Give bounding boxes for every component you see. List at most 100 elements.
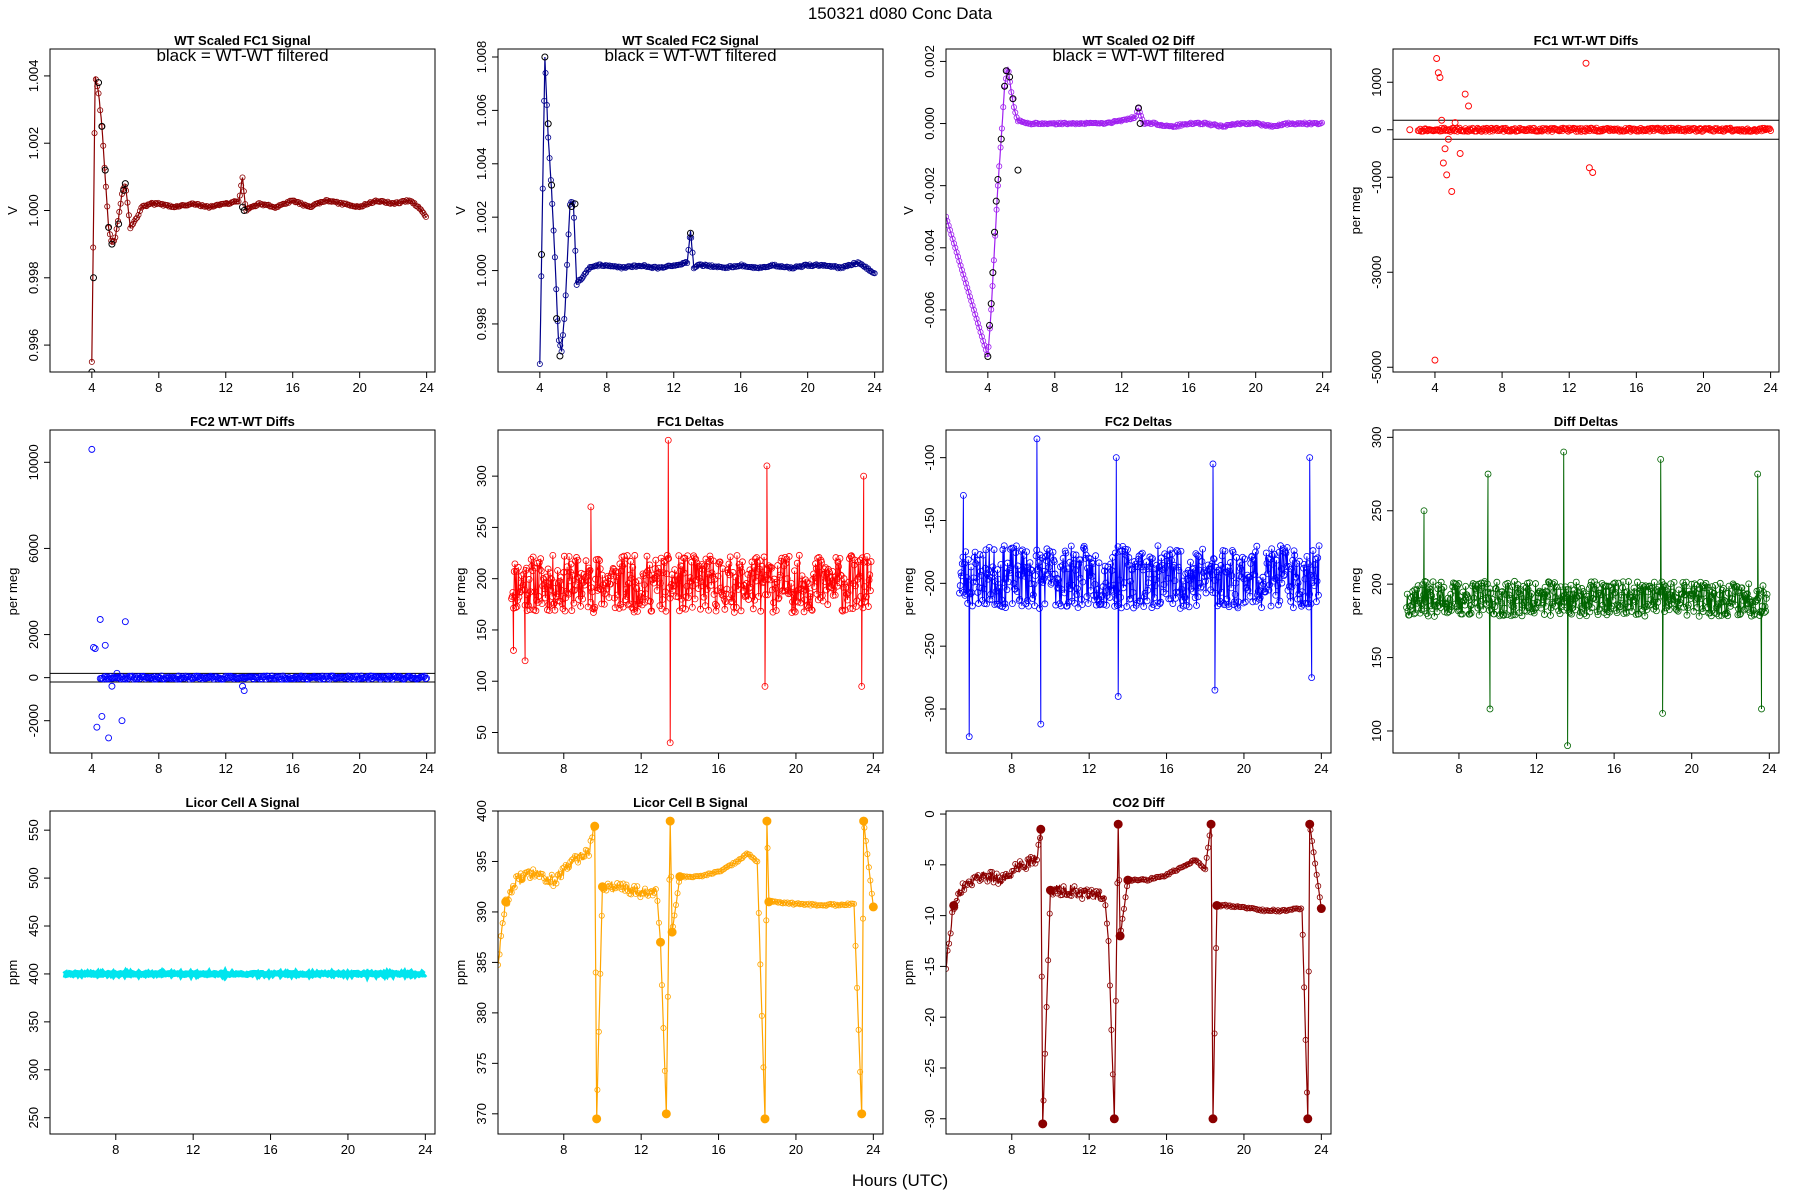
data-point (501, 911, 508, 918)
data-point (1674, 607, 1682, 615)
filtered-point (1135, 104, 1142, 112)
y-axis-label: V (901, 206, 916, 215)
data-point (692, 555, 700, 563)
data-point (1225, 603, 1233, 611)
data-point (1291, 551, 1299, 559)
data-point (635, 890, 642, 897)
data-point (1458, 610, 1466, 618)
data-point (1540, 593, 1548, 601)
data-point (799, 900, 806, 907)
data-point (586, 568, 593, 575)
data-point (1084, 600, 1092, 607)
data-point (113, 669, 121, 677)
data-point (1138, 549, 1146, 557)
data-point (560, 569, 568, 576)
data-point (1154, 542, 1162, 550)
data-point (305, 203, 312, 210)
data-point (1496, 610, 1504, 618)
data-point (674, 890, 681, 897)
data-point (1203, 854, 1210, 861)
data-point (594, 1086, 601, 1093)
data-point (1414, 582, 1422, 590)
data-point (1312, 555, 1320, 563)
data-point (517, 870, 524, 877)
data-point (613, 263, 620, 270)
data-point (1589, 595, 1597, 603)
data-point (1073, 585, 1081, 593)
data-point (1403, 590, 1411, 598)
data-point (611, 883, 618, 890)
data-point (1602, 582, 1610, 590)
data-point (994, 182, 1001, 189)
data-point (1568, 604, 1576, 612)
data-point (867, 877, 874, 884)
data-point (1174, 548, 1181, 556)
data-point (132, 215, 139, 222)
x-tick-label: 8 (1455, 761, 1462, 776)
data-point (543, 102, 550, 109)
data-point (1242, 584, 1250, 592)
data-point (852, 942, 859, 949)
data-point (537, 555, 545, 563)
data-point (1027, 566, 1035, 573)
data-point (1648, 584, 1656, 592)
data-point (1179, 577, 1187, 585)
data-point (766, 576, 774, 584)
x-tick-label: 4 (88, 380, 95, 395)
data-point (1583, 612, 1590, 620)
data-point (1021, 572, 1028, 580)
data-point (973, 315, 980, 322)
data-point (1645, 583, 1653, 591)
data-point (108, 237, 115, 244)
data-point (1517, 592, 1525, 600)
data-point (530, 866, 537, 873)
data-point (1729, 595, 1736, 603)
x-tick-label: 8 (1008, 1142, 1015, 1157)
data-point (535, 559, 543, 566)
data-point (1021, 864, 1028, 871)
data-point (96, 616, 104, 623)
data-point (564, 261, 571, 268)
x-tick-label: 20 (789, 1142, 803, 1157)
data-point (1575, 592, 1583, 600)
data-point (638, 590, 645, 597)
x-tick-label: 12 (634, 1142, 648, 1157)
data-point (779, 586, 787, 594)
data-point (685, 587, 693, 595)
data-point (973, 578, 980, 586)
data-point (1312, 860, 1319, 867)
y-axis-label: V (453, 206, 468, 215)
data-point (511, 560, 519, 568)
data-point-filled (760, 1114, 770, 1124)
plot-area (62, 965, 428, 983)
data-point (1064, 565, 1072, 573)
data-point (548, 871, 555, 878)
data-point (519, 581, 527, 589)
data-point (949, 235, 956, 242)
data-point (546, 569, 554, 577)
data-point (97, 107, 104, 114)
data-point (1718, 586, 1726, 594)
data-point (1028, 566, 1036, 574)
data-point (847, 552, 855, 560)
data-point (1667, 580, 1675, 588)
data-point (572, 247, 579, 254)
data-point (1178, 585, 1186, 593)
data-point (1500, 611, 1508, 619)
data-point (1653, 607, 1660, 615)
data-point (1148, 120, 1155, 127)
data-point (1693, 604, 1701, 611)
data-point (664, 436, 672, 444)
data-point (1064, 121, 1071, 128)
data-point (1497, 598, 1505, 606)
data-point (1487, 589, 1495, 597)
data-point (984, 878, 991, 885)
y-tick-label: -2000 (26, 704, 41, 737)
data-point (1504, 579, 1512, 587)
data-point (623, 552, 631, 559)
data-point (808, 606, 815, 614)
plot-area (1393, 55, 1779, 364)
data-point (1553, 596, 1561, 604)
data-point (763, 462, 771, 470)
data-point (861, 598, 869, 605)
